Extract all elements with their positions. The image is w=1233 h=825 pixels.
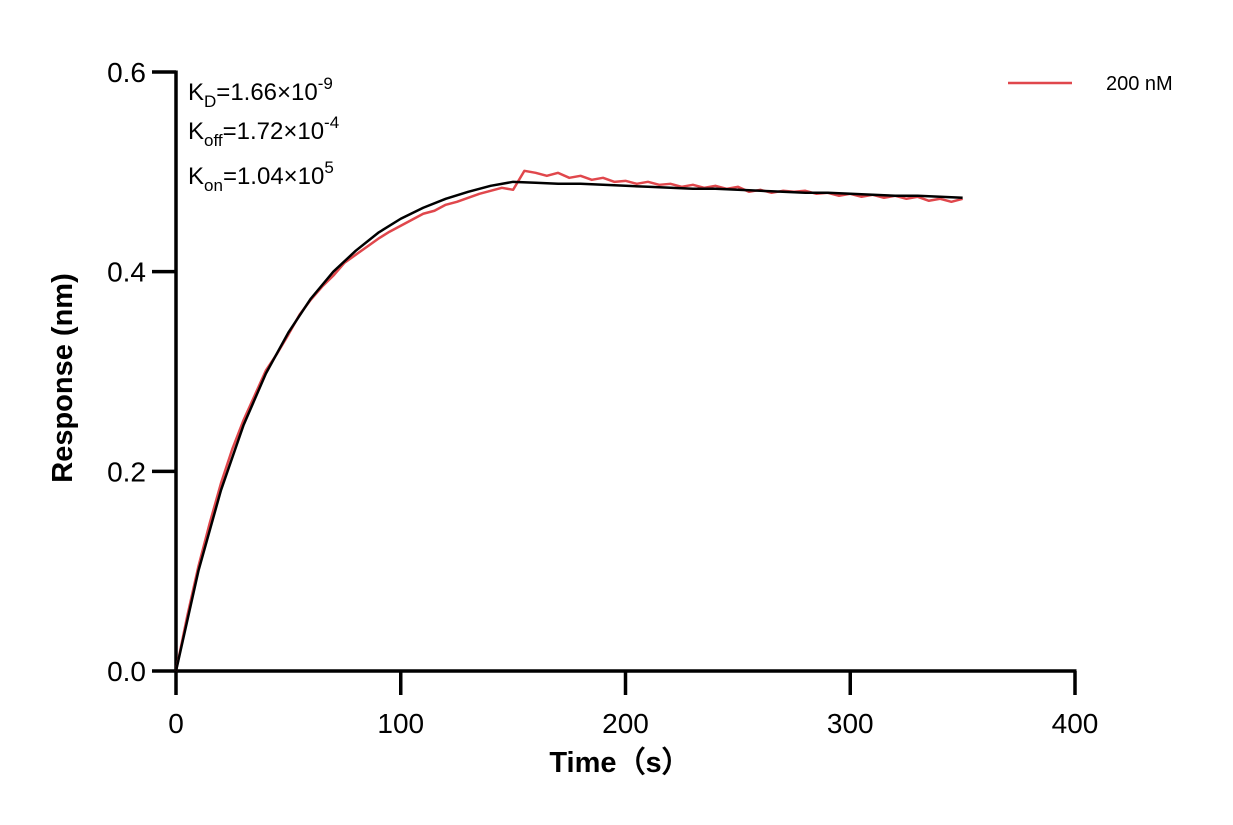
y-tick-label: 0.0 — [107, 656, 146, 687]
annotation-sub: D — [204, 92, 216, 111]
y-tick-label: 0.4 — [107, 257, 146, 288]
annotation-sub: on — [204, 176, 223, 195]
y-tick-label: 0.2 — [107, 456, 146, 487]
annotation-sup: 5 — [324, 158, 333, 177]
annotation-text: =1.72×10 — [223, 118, 324, 145]
annotation-text: =1.66×10 — [216, 79, 317, 106]
annotation: Kon=1.04×105 — [188, 158, 334, 195]
annotation-base: K — [188, 163, 204, 190]
annotation-base: K — [188, 79, 204, 106]
annotation-sup: -9 — [318, 74, 333, 93]
legend-label: 200 nM — [1106, 73, 1173, 95]
annotation: KD=1.66×10-9 — [188, 74, 333, 111]
annotation-sup: -4 — [324, 113, 339, 132]
annotation-sub: off — [204, 131, 223, 150]
x-tick-label: 400 — [1052, 708, 1099, 739]
annotation-base: K — [188, 118, 204, 145]
y-axis-label: Response (nm) — [47, 273, 79, 482]
x-tick-label: 0 — [168, 708, 184, 739]
annotation-text: =1.04×10 — [223, 163, 324, 190]
series-line — [174, 169, 963, 672]
x-axis-label: Time（s） — [549, 746, 690, 779]
y-tick-label: 0.6 — [107, 57, 146, 88]
x-tick-label: 300 — [827, 708, 874, 739]
series-line — [174, 180, 963, 672]
annotation: Koff=1.72×10-4 — [188, 113, 339, 150]
x-tick-label: 200 — [602, 708, 649, 739]
x-tick-label: 100 — [377, 708, 424, 739]
